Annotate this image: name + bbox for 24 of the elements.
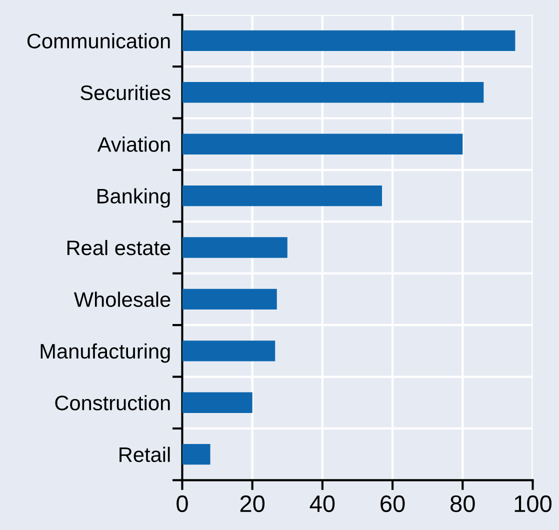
- x-tick-label: 100: [514, 495, 552, 512]
- bar: [182, 134, 463, 154]
- x-tick-label: 0: [176, 495, 188, 512]
- x-tick-label: 20: [240, 495, 265, 512]
- bar: [182, 340, 276, 362]
- bar: [182, 30, 516, 52]
- bar: [182, 185, 382, 206]
- bar: [182, 392, 252, 413]
- bar: [182, 237, 288, 258]
- bar: [182, 82, 484, 103]
- y-tick-label: Real estate: [67, 240, 170, 256]
- x-tick-label: 80: [450, 495, 475, 512]
- y-tick-label: Construction: [55, 395, 170, 410]
- y-tick-label: Wholesale: [74, 292, 170, 307]
- x-tick-label: 60: [380, 495, 405, 512]
- y-tick-label: Securities: [80, 84, 170, 100]
- y-tick-label: Retail: [120, 446, 170, 462]
- bar: [182, 444, 210, 465]
- x-tick-label: 40: [310, 495, 335, 512]
- y-tick-label: Manufacturing: [40, 343, 170, 363]
- y-tick-label: Communication: [27, 33, 170, 48]
- y-tick-label: Aviation: [97, 136, 170, 152]
- bar: [182, 288, 277, 310]
- y-tick-label: Banking: [98, 188, 170, 208]
